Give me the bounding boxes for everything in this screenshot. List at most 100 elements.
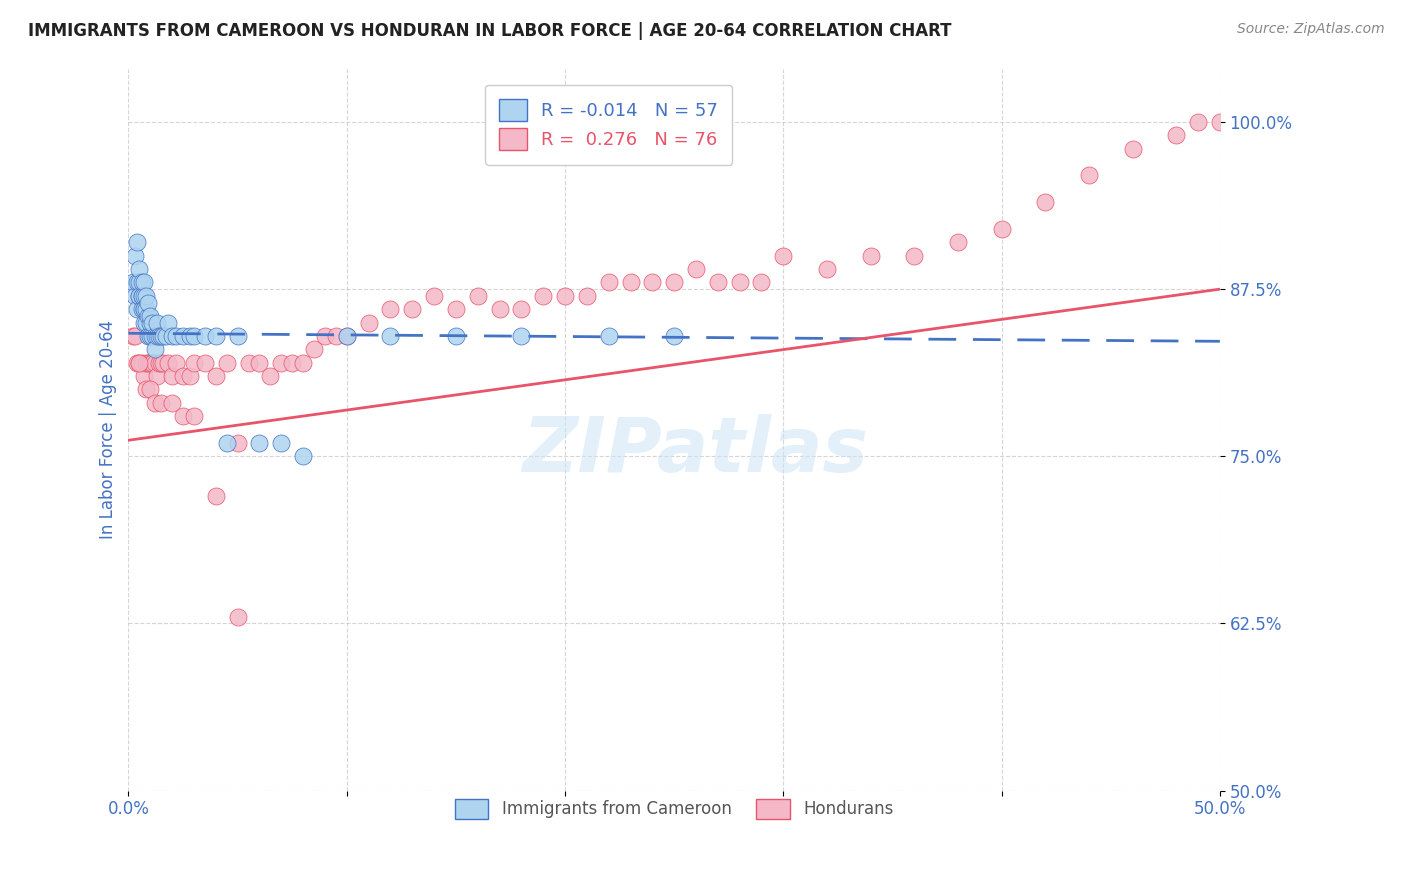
Point bbox=[160, 329, 183, 343]
Point bbox=[641, 276, 664, 290]
Point bbox=[131, 276, 153, 290]
Point bbox=[249, 436, 271, 450]
Point bbox=[136, 356, 159, 370]
Point bbox=[1209, 115, 1232, 129]
Point bbox=[859, 249, 882, 263]
Point bbox=[226, 329, 249, 343]
Point bbox=[444, 302, 467, 317]
Text: IMMIGRANTS FROM CAMEROON VS HONDURAN IN LABOR FORCE | AGE 20-64 CORRELATION CHAR: IMMIGRANTS FROM CAMEROON VS HONDURAN IN … bbox=[28, 22, 952, 40]
Point bbox=[143, 329, 166, 343]
Point bbox=[336, 329, 359, 343]
Point bbox=[183, 356, 205, 370]
Point bbox=[128, 356, 150, 370]
Point bbox=[238, 356, 260, 370]
Point bbox=[325, 329, 347, 343]
Point bbox=[172, 369, 194, 384]
Point bbox=[302, 343, 325, 357]
Point bbox=[270, 356, 292, 370]
Point bbox=[150, 356, 173, 370]
Point bbox=[156, 356, 179, 370]
Point bbox=[121, 276, 143, 290]
Point bbox=[1122, 142, 1144, 156]
Point bbox=[132, 302, 155, 317]
Point bbox=[148, 329, 170, 343]
Point bbox=[423, 289, 446, 303]
Point bbox=[127, 276, 149, 290]
Point bbox=[990, 222, 1012, 236]
Legend: Immigrants from Cameroon, Hondurans: Immigrants from Cameroon, Hondurans bbox=[449, 792, 900, 826]
Point bbox=[141, 329, 163, 343]
Point bbox=[152, 329, 174, 343]
Point bbox=[146, 329, 169, 343]
Point bbox=[259, 369, 281, 384]
Point bbox=[127, 302, 149, 317]
Point bbox=[728, 276, 751, 290]
Point bbox=[155, 329, 177, 343]
Point bbox=[139, 383, 162, 397]
Point bbox=[662, 276, 685, 290]
Point bbox=[194, 356, 217, 370]
Point bbox=[135, 289, 157, 303]
Point bbox=[139, 356, 162, 370]
Point bbox=[160, 369, 183, 384]
Point bbox=[380, 302, 402, 317]
Point bbox=[575, 289, 598, 303]
Point bbox=[121, 329, 143, 343]
Point bbox=[135, 316, 157, 330]
Point bbox=[128, 289, 150, 303]
Point bbox=[357, 316, 380, 330]
Point bbox=[132, 302, 155, 317]
Point bbox=[619, 276, 641, 290]
Point bbox=[215, 436, 238, 450]
Y-axis label: In Labor Force | Age 20-64: In Labor Force | Age 20-64 bbox=[100, 320, 117, 539]
Point bbox=[132, 276, 155, 290]
Point bbox=[903, 249, 925, 263]
Point bbox=[132, 289, 155, 303]
Text: ZIPatlas: ZIPatlas bbox=[523, 414, 869, 488]
Point bbox=[135, 356, 157, 370]
Point bbox=[314, 329, 336, 343]
Point bbox=[135, 383, 157, 397]
Point bbox=[148, 356, 170, 370]
Point bbox=[1187, 115, 1209, 129]
Point bbox=[131, 289, 153, 303]
Point bbox=[685, 262, 707, 277]
Point bbox=[139, 316, 162, 330]
Point bbox=[270, 436, 292, 450]
Point bbox=[336, 329, 359, 343]
Point bbox=[143, 356, 166, 370]
Point bbox=[380, 329, 402, 343]
Point bbox=[554, 289, 576, 303]
Point bbox=[1033, 195, 1056, 210]
Point bbox=[150, 396, 173, 410]
Point bbox=[815, 262, 838, 277]
Point bbox=[132, 369, 155, 384]
Point bbox=[152, 356, 174, 370]
Point bbox=[292, 450, 315, 464]
Point bbox=[510, 302, 533, 317]
Point bbox=[598, 329, 620, 343]
Point bbox=[488, 302, 510, 317]
Point bbox=[946, 235, 969, 250]
Point bbox=[136, 295, 159, 310]
Point bbox=[132, 316, 155, 330]
Point bbox=[183, 329, 205, 343]
Point bbox=[160, 396, 183, 410]
Point bbox=[444, 329, 467, 343]
Point bbox=[124, 289, 146, 303]
Point bbox=[141, 316, 163, 330]
Point bbox=[131, 302, 153, 317]
Point bbox=[150, 329, 173, 343]
Point bbox=[136, 309, 159, 323]
Point bbox=[128, 262, 150, 277]
Point bbox=[467, 289, 489, 303]
Point bbox=[172, 409, 194, 424]
Point bbox=[204, 490, 226, 504]
Point bbox=[204, 329, 226, 343]
Point bbox=[141, 356, 163, 370]
Point bbox=[127, 235, 149, 250]
Point bbox=[143, 396, 166, 410]
Point bbox=[751, 276, 773, 290]
Point bbox=[136, 329, 159, 343]
Point bbox=[179, 369, 201, 384]
